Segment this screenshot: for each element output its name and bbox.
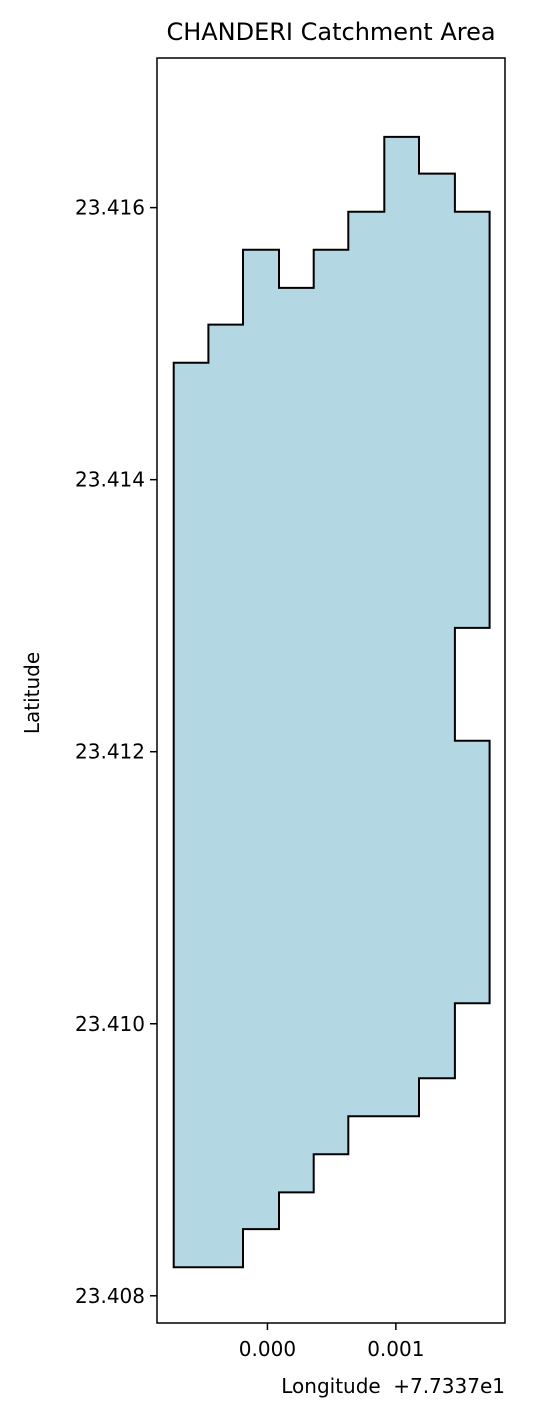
y-axis-label: Latitude — [20, 652, 44, 734]
y-tick-label: 23.416 — [75, 196, 145, 220]
y-tick-label: 23.412 — [75, 740, 145, 764]
chart-title: CHANDERI Catchment Area — [166, 18, 495, 46]
y-axis-ticks: 23.408 23.410 23.412 23.414 23.416 — [75, 196, 157, 1308]
x-axis-ticks: 0.000 0.001 — [239, 1323, 424, 1361]
x-axis-label: Longitude — [281, 1374, 380, 1398]
y-tick-label: 23.408 — [75, 1284, 145, 1308]
plot-area — [156, 57, 506, 1324]
y-tick-label: 23.414 — [75, 468, 145, 492]
x-tick-label: 0.000 — [239, 1337, 296, 1361]
catchment-polygon — [172, 135, 491, 1269]
x-axis-offset-label: +7.7337e1 — [393, 1374, 505, 1398]
y-tick-label: 23.410 — [75, 1012, 145, 1036]
x-tick-label: 0.001 — [367, 1337, 424, 1361]
plot-frame — [156, 57, 506, 1324]
